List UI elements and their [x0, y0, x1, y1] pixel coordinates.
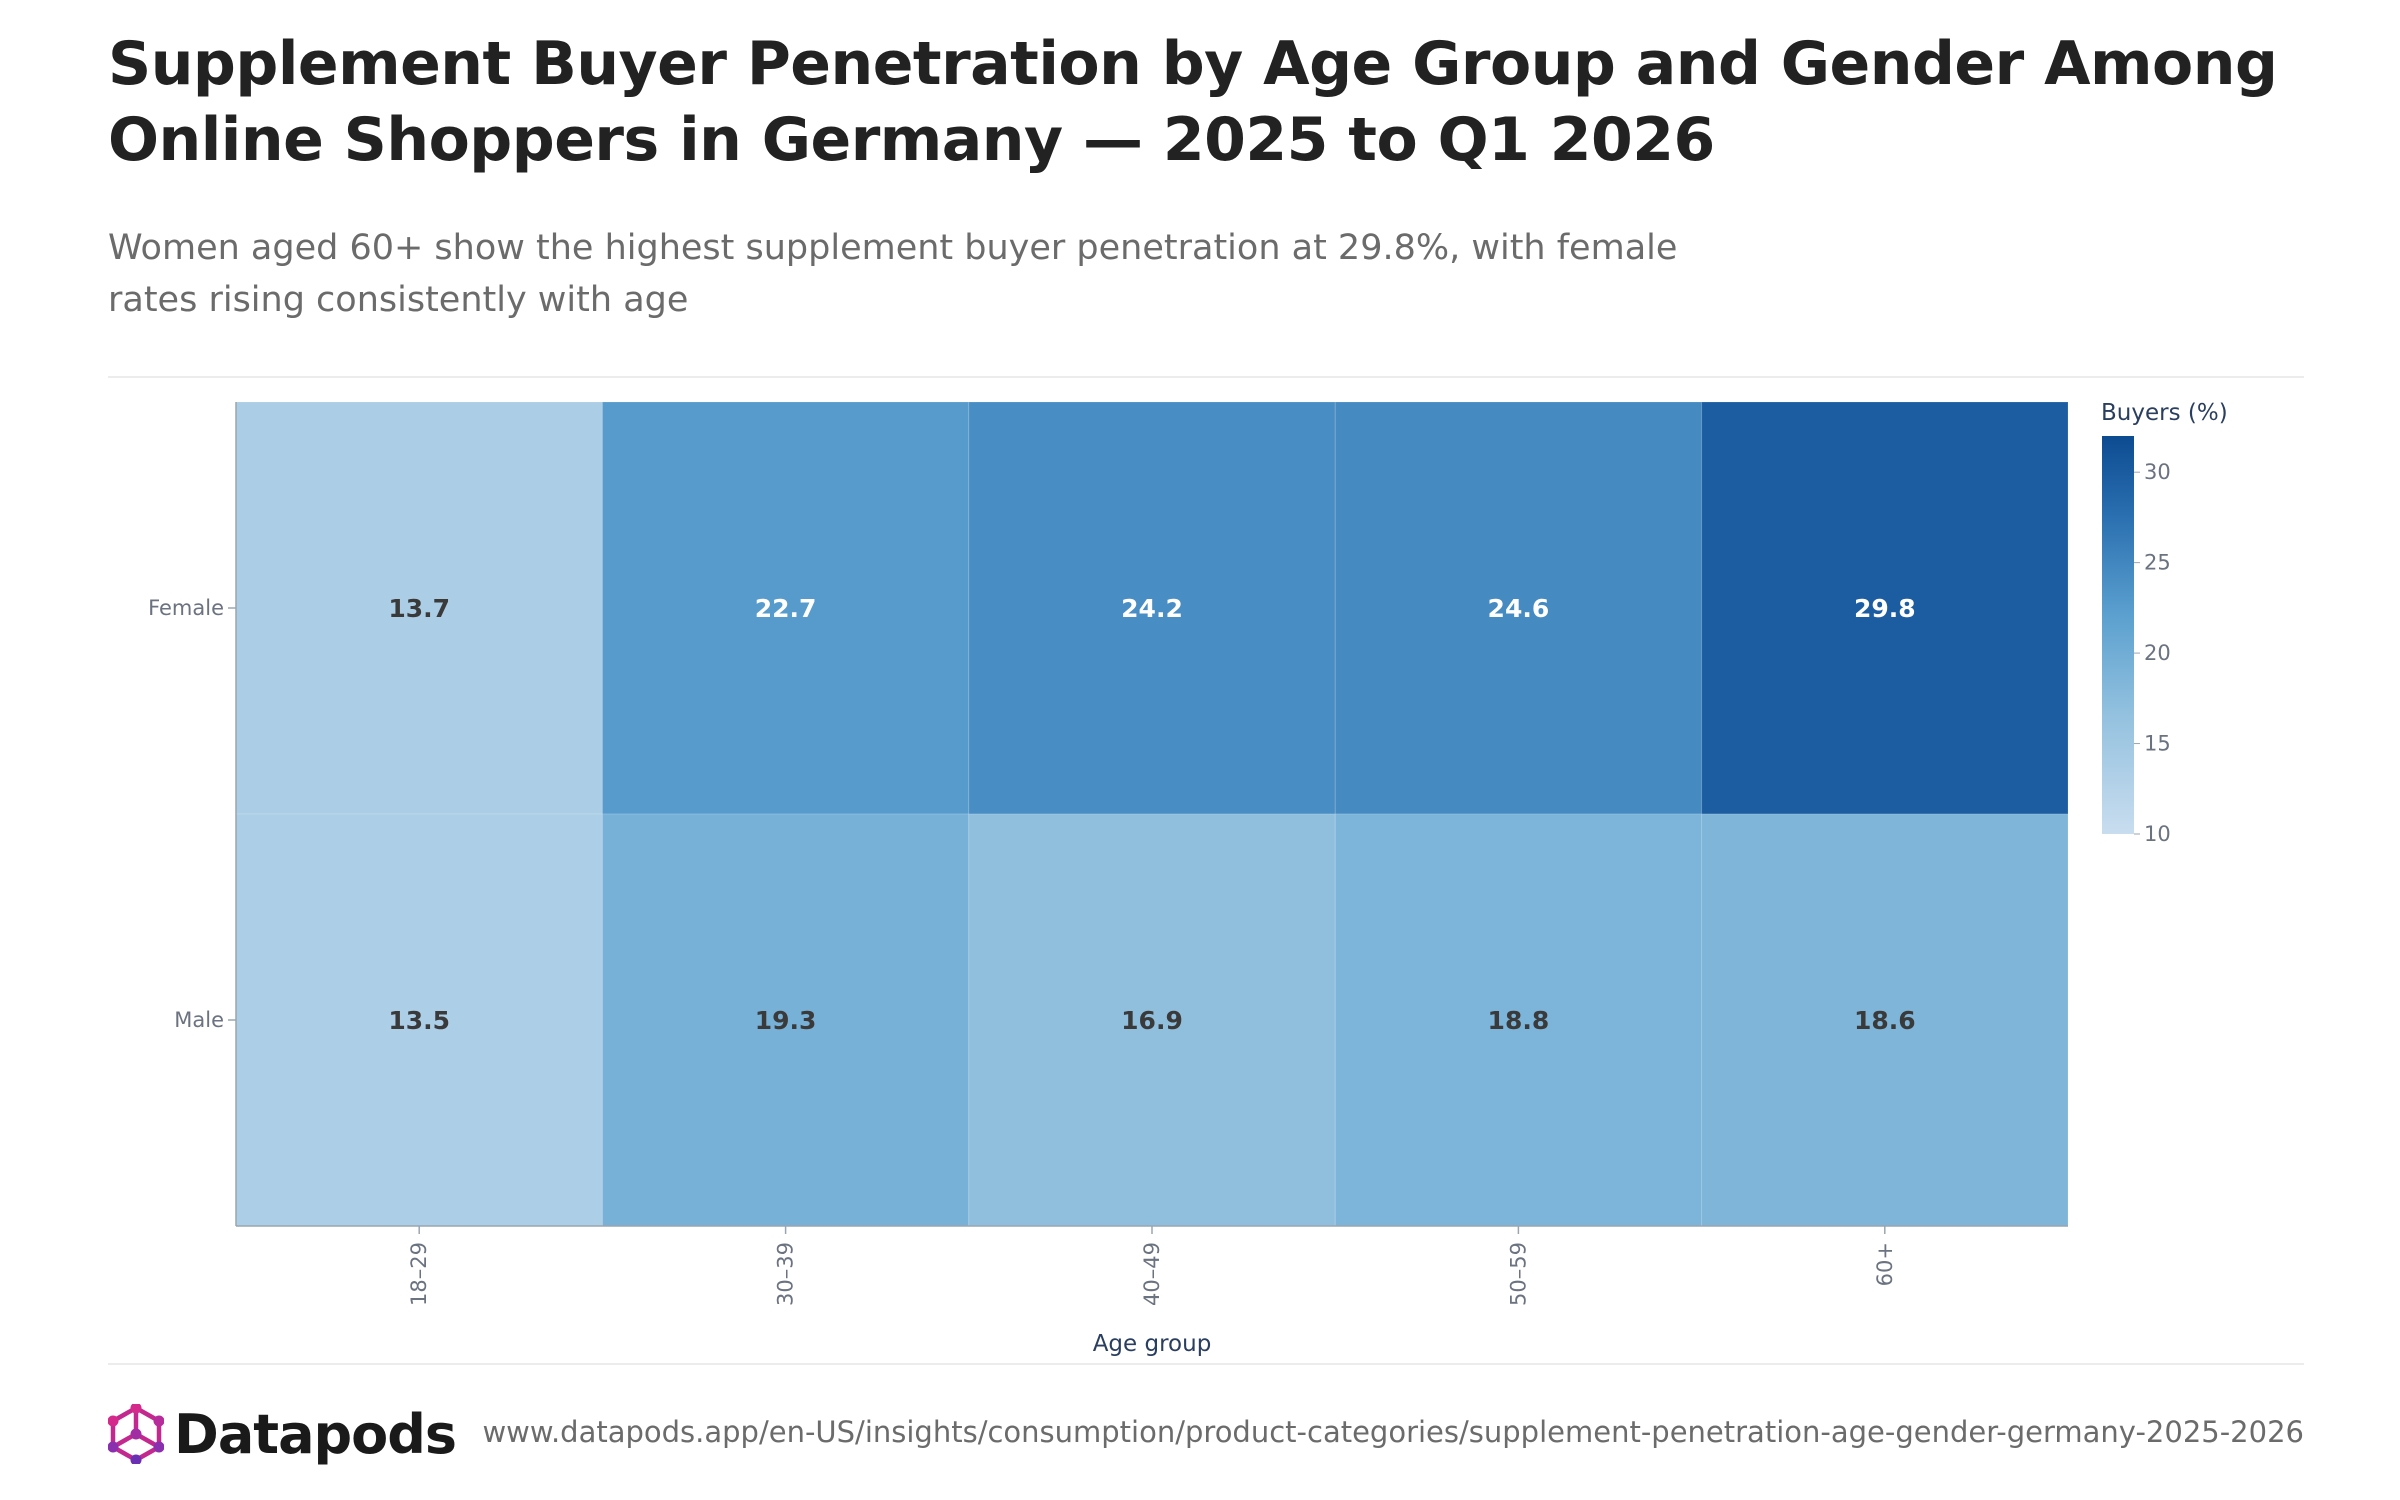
- colorbar-tick-label: 25: [2144, 551, 2171, 575]
- cell-value-label: 22.7: [755, 594, 817, 623]
- brand-logo[interactable]: Datapods: [108, 1400, 457, 1468]
- chart-subtitle: Women aged 60+ show the highest suppleme…: [108, 228, 1678, 320]
- top-divider: [108, 376, 2304, 378]
- hexagon-network-icon: [108, 1404, 164, 1464]
- heatmap-cell[interactable]: [601, 401, 970, 815]
- y-tick-label: Male: [174, 1008, 224, 1032]
- heatmap-cell[interactable]: [1701, 401, 2069, 815]
- brand-name: Datapods: [174, 1402, 457, 1466]
- x-tick-label: 30–39: [774, 1242, 798, 1306]
- cell-value-label: 29.8: [1854, 594, 1916, 623]
- cell-value-label: 18.6: [1854, 1006, 1916, 1035]
- x-axis-title: Age group: [1093, 1331, 1212, 1357]
- x-tick-label: 50–59: [1506, 1242, 1530, 1306]
- chart-title: Supplement Buyer Penetration by Age Grou…: [108, 29, 2278, 175]
- colorbar-tick-label: 20: [2144, 641, 2171, 665]
- colorbar: Buyers (%) 10 15 20 25 30: [2101, 400, 2228, 846]
- colorbar-gradient: [2102, 436, 2134, 834]
- heatmap-chart: 13.7 22.7 24.2 24.6 29.8 13.5 19.3 16.9 18.8 18.6…: [148, 400, 2228, 1357]
- x-tick-label: 18–29: [407, 1242, 431, 1306]
- x-tick-label: 40–49: [1140, 1242, 1164, 1306]
- source-url[interactable]: www.datapods.app/en-US/insights/consumpt…: [482, 1415, 2304, 1449]
- heatmap-cell[interactable]: [601, 813, 970, 1227]
- y-tick-label: Female: [148, 596, 224, 620]
- cell-value-label: 24.6: [1488, 594, 1550, 623]
- heatmap-cell[interactable]: [1701, 813, 2069, 1227]
- colorbar-title: Buyers (%): [2101, 400, 2228, 426]
- heatmap-cell[interactable]: [235, 401, 603, 815]
- bottom-divider: [108, 1363, 2304, 1365]
- cell-value-label: 19.3: [755, 1006, 817, 1035]
- x-tick-label: 60+: [1873, 1242, 1897, 1286]
- heatmap-cell[interactable]: [235, 813, 603, 1227]
- cell-value-label: 24.2: [1121, 594, 1183, 623]
- cell-value-label: 13.7: [388, 594, 450, 623]
- colorbar-tick-label: 15: [2144, 732, 2171, 756]
- heatmap-cell[interactable]: [1334, 401, 1703, 815]
- colorbar-tick-label: 10: [2144, 822, 2171, 846]
- cell-value-label: 18.8: [1488, 1006, 1550, 1035]
- colorbar-tick-label: 30: [2144, 460, 2171, 484]
- cell-value-label: 16.9: [1121, 1006, 1183, 1035]
- cell-value-label: 13.5: [388, 1006, 450, 1035]
